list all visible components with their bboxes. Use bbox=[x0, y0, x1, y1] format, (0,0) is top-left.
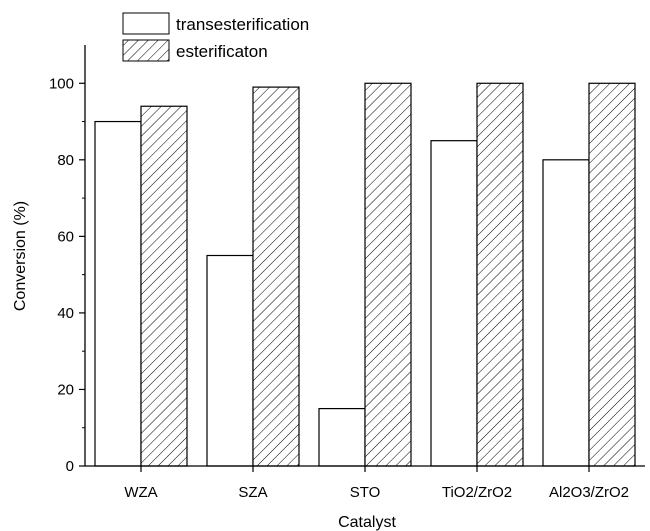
x-ticks: WZA SZA STO TiO2/ZrO2 Al2O3/ZrO2 bbox=[124, 466, 629, 501]
x-tick-label: Al2O3/ZrO2 bbox=[549, 484, 629, 501]
x-tick-label: TiO2/ZrO2 bbox=[442, 484, 512, 501]
y-tick-label: 60 bbox=[57, 228, 74, 245]
y-tick-label: 0 bbox=[66, 458, 74, 475]
y-axis-label: Conversion (%) bbox=[12, 201, 29, 311]
bar-esterificaton-wza bbox=[140, 105, 188, 467]
y-ticks: 0 20 40 60 80 100 bbox=[49, 75, 85, 475]
bar-transesterification-al2o3-zro2 bbox=[542, 159, 590, 467]
bar-transesterification-tio2-zro2 bbox=[430, 140, 478, 467]
bar-esterificaton-tio2-zro2 bbox=[476, 82, 524, 467]
y-tick-label: 100 bbox=[49, 75, 74, 92]
bar-transesterification-sza bbox=[206, 254, 254, 467]
legend-swatch-transesterification bbox=[122, 12, 170, 35]
bars-layer bbox=[94, 82, 636, 467]
bar-transesterification-sto bbox=[318, 407, 366, 467]
y-tick-label: 20 bbox=[57, 381, 74, 398]
x-tick-label: STO bbox=[350, 484, 381, 501]
x-axis-label: Catalyst bbox=[338, 514, 396, 531]
y-tick-label: 80 bbox=[57, 152, 74, 169]
legend-label-esterificaton: esterificaton bbox=[176, 42, 268, 61]
x-tick-label: SZA bbox=[238, 484, 267, 501]
legend-swatch-esterificaton bbox=[122, 39, 170, 62]
bar-esterificaton-sto bbox=[364, 82, 412, 467]
bar-transesterification-wza bbox=[94, 120, 142, 467]
x-tick-label: WZA bbox=[124, 484, 157, 501]
legend: transesterification esterificaton bbox=[122, 12, 309, 62]
bar-esterificaton-al2o3-zro2 bbox=[588, 82, 636, 467]
y-tick-label: 40 bbox=[57, 305, 74, 322]
legend-label-transesterification: transesterification bbox=[176, 15, 309, 34]
bar-esterificaton-sza bbox=[252, 86, 300, 467]
